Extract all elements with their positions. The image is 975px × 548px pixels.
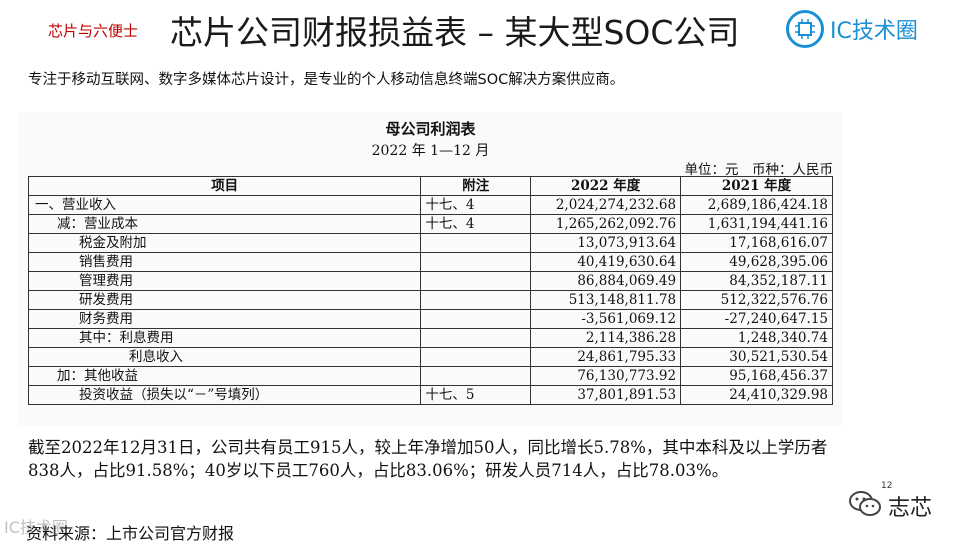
employee-summary: 截至2022年12月31日，公司共有员工915人，较上年净增加50人，同比增长5… <box>28 438 828 480</box>
row-value-2021: 84,352,187.11 <box>680 271 833 291</box>
statement-unit: 单位：元 币种：人民币 <box>684 162 834 178</box>
row-value-2021: 49,628,395.06 <box>680 252 833 272</box>
row-value-2021: 512,322,576.76 <box>680 290 833 310</box>
table-row: 一、营业收入 十七、4 2,024,274,232.68 2,689,186,424.… <box>27 195 833 215</box>
table-row: 税金及附加 13,073,913.64 17,168,616.07 <box>27 233 833 253</box>
ic-logo: IC技术圈 <box>786 10 918 48</box>
table-row: 减：营业成本 十七、4 1,265,262,092.76 1,631,194,441.… <box>27 214 833 234</box>
column-header-note: 附注 <box>420 176 532 196</box>
row-value-2022: 2,114,386.28 <box>530 328 682 348</box>
row-value-2021: 30,521,530.54 <box>680 347 833 367</box>
income-statement-image: 母公司利润表 2022 年 1—12 月 单位：元 币种：人民币 项目 附注 2… <box>18 112 843 426</box>
subtitle: 专注于移动互联网、数字多媒体芯片设计，是专业的个人移动信息终端SOC解决方案供应… <box>28 72 625 88</box>
row-item: 其中：利息费用 <box>27 328 422 348</box>
table-row: 财务费用 -3,561,069.12 -27,240,647.15 <box>27 309 833 329</box>
row-item: 销售费用 <box>27 252 422 272</box>
row-note <box>420 271 532 291</box>
row-value-2021: 2,689,186,424.18 <box>680 195 833 215</box>
wechat-icon <box>848 490 882 522</box>
page-title: 芯片公司财报损益表 – 某大型SOC公司 <box>170 13 740 52</box>
income-statement-table: 项目 附注 2022 年度 2021 年度 一、营业收入 十七、4 2,024,27… <box>27 176 833 405</box>
row-value-2021: 17,168,616.07 <box>680 233 833 253</box>
source-note: 资料来源：上市公司官方财报 <box>26 524 235 543</box>
table-row: 其中：利息费用 2,114,386.28 1,248,340.74 <box>27 328 833 348</box>
row-value-2022: 13,073,913.64 <box>530 233 682 253</box>
row-value-2022: 76,130,773.92 <box>530 366 682 386</box>
row-item: 研发费用 <box>27 290 422 310</box>
row-value-2022: -3,561,069.12 <box>530 309 682 329</box>
wechat-badge: 志芯 <box>848 490 932 522</box>
row-value-2021: -27,240,647.15 <box>680 309 833 329</box>
row-note: 十七、4 <box>420 214 532 234</box>
row-note <box>420 233 532 253</box>
row-note <box>420 366 532 386</box>
header-tag: 芯片与六便士 <box>48 22 139 40</box>
row-item: 一、营业收入 <box>27 195 422 215</box>
row-item: 减：营业成本 <box>27 214 422 234</box>
row-item: 税金及附加 <box>27 233 422 253</box>
table-row: 销售费用 40,419,630.64 49,628,395.06 <box>27 252 833 272</box>
statement-period: 2022 年 1—12 月 <box>371 143 490 159</box>
statement-title: 母公司利润表 <box>385 120 476 138</box>
table-row: 管理费用 86,884,069.49 84,352,187.11 <box>27 271 833 291</box>
row-value-2022: 513,148,811.78 <box>530 290 682 310</box>
row-value-2022: 1,265,262,092.76 <box>530 214 682 234</box>
table-row: 利息收入 24,861,795.33 30,521,530.54 <box>27 347 833 367</box>
row-note <box>420 347 532 367</box>
row-item: 利息收入 <box>27 347 422 367</box>
logo-text: IC技术圈 <box>830 19 918 44</box>
row-item: 管理费用 <box>27 271 422 291</box>
row-note: 十七、4 <box>420 195 532 215</box>
row-note <box>420 252 532 272</box>
chip-icon <box>786 10 824 48</box>
row-value-2022: 86,884,069.49 <box>530 271 682 291</box>
row-value-2022: 24,861,795.33 <box>530 347 682 367</box>
row-note: 十七、5 <box>420 385 532 405</box>
row-value-2021: 24,410,329.98 <box>680 385 833 405</box>
table-header-row: 项目 附注 2022 年度 2021 年度 <box>27 176 833 196</box>
row-item: 加：其他收益 <box>27 366 422 386</box>
table-row: 加：其他收益 76,130,773.92 95,168,456.37 <box>27 366 833 386</box>
row-item: 投资收益（损失以“－”号填列） <box>27 385 422 405</box>
column-header-2021: 2021 年度 <box>680 176 833 196</box>
row-value-2022: 37,801,891.53 <box>530 385 682 405</box>
column-header-item: 项目 <box>27 176 422 196</box>
row-note <box>420 290 532 310</box>
row-value-2022: 40,419,630.64 <box>530 252 682 272</box>
row-note <box>420 309 532 329</box>
column-header-2022: 2022 年度 <box>530 176 682 196</box>
wechat-account-name: 志芯 <box>888 496 933 521</box>
row-value-2021: 1,631,194,441.16 <box>680 214 833 234</box>
page-number: 12 <box>881 481 893 491</box>
row-value-2021: 1,248,340.74 <box>680 328 833 348</box>
row-note <box>420 328 532 348</box>
row-value-2021: 95,168,456.37 <box>680 366 833 386</box>
row-value-2022: 2,024,274,232.68 <box>530 195 682 215</box>
watermark: IC技术圈 <box>4 518 68 537</box>
row-item: 财务费用 <box>27 309 422 329</box>
table-row: 投资收益（损失以“－”号填列） 十七、5 37,801,891.53 24,410,3… <box>27 385 833 405</box>
table-row: 研发费用 513,148,811.78 512,322,576.76 <box>27 290 833 310</box>
